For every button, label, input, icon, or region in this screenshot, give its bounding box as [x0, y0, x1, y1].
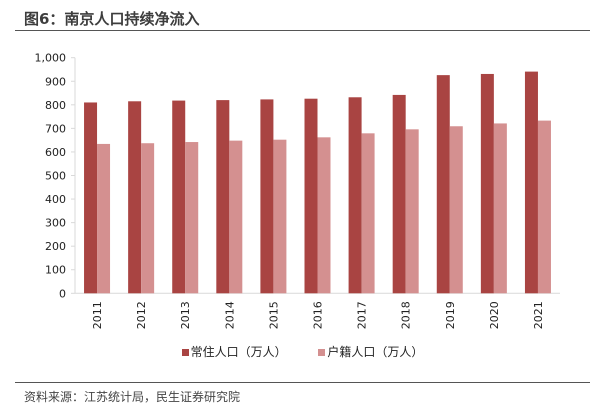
bar-resident-2017: [348, 97, 362, 294]
y-tick-label: 300: [45, 217, 66, 230]
x-tick-label: 2020: [488, 301, 501, 329]
bar-resident-2015: [260, 99, 274, 294]
x-tick-label: 2014: [223, 301, 236, 329]
y-tick-label: 900: [45, 75, 66, 88]
bar-resident-2014: [216, 100, 230, 294]
bar-resident-2019: [436, 75, 450, 294]
legend-item-resident: 常住人口（万人）: [181, 345, 287, 359]
bar-resident-2018: [392, 94, 406, 294]
bar-registered-2021: [537, 120, 551, 294]
bar-registered-2014: [229, 140, 243, 294]
x-tick-label: 2019: [444, 301, 457, 329]
y-tick-label: 500: [45, 170, 66, 183]
legend-label: 常住人口（万人）: [190, 345, 287, 359]
bar-resident-2020: [480, 73, 494, 294]
chart-title: 图6：南京人口持续净流入: [24, 10, 200, 28]
y-tick-label: 1,000: [35, 52, 67, 65]
x-tick-label: 2011: [91, 301, 104, 329]
bar-registered-2016: [317, 137, 331, 294]
legend-swatch: [318, 349, 326, 356]
bar-registered-2013: [185, 142, 199, 294]
bar-resident-2011: [84, 102, 98, 294]
bar-registered-2017: [361, 133, 375, 294]
bar-registered-2020: [493, 123, 507, 294]
bar-chart: 0 100 200 300 400 500 600 700 800 900 1,000 2011 201…: [35, 52, 560, 329]
bar-registered-2012: [141, 143, 155, 294]
bar-registered-2011: [97, 143, 111, 294]
y-tick-label: 800: [45, 99, 66, 112]
y-tick-label: 100: [45, 264, 66, 277]
bar-registered-2018: [405, 129, 419, 294]
x-tick-label: 2016: [312, 301, 325, 329]
bar-resident-2013: [172, 100, 186, 294]
bar-resident-2021: [524, 71, 538, 294]
y-tick-label: 600: [45, 146, 66, 159]
x-tick-label: 2021: [532, 301, 545, 329]
title-divider: [15, 30, 590, 31]
legend: 常住人口（万人） 户籍人口（万人）: [0, 343, 605, 360]
x-tick-label: 2015: [267, 301, 280, 329]
legend-label: 户籍人口（万人）: [327, 345, 424, 359]
source-divider: [15, 382, 590, 383]
x-tick-label: 2012: [135, 301, 148, 329]
bar-resident-2016: [304, 98, 318, 294]
legend-item-registered: 户籍人口（万人）: [318, 345, 423, 359]
y-tick-label: 0: [59, 287, 66, 300]
bar-registered-2019: [449, 126, 463, 294]
x-tick-label: 2018: [400, 301, 413, 329]
source-note: 资料来源：江苏统计局，民生证券研究院: [24, 390, 241, 404]
y-tick-label: 400: [45, 193, 66, 206]
bar-resident-2012: [128, 101, 142, 294]
y-tick-label: 700: [45, 122, 66, 135]
x-tick-label: 2017: [356, 301, 369, 329]
bar-registered-2015: [273, 139, 287, 294]
x-tick-label: 2013: [179, 301, 192, 329]
y-tick-label: 200: [45, 240, 66, 253]
legend-swatch: [181, 349, 189, 356]
